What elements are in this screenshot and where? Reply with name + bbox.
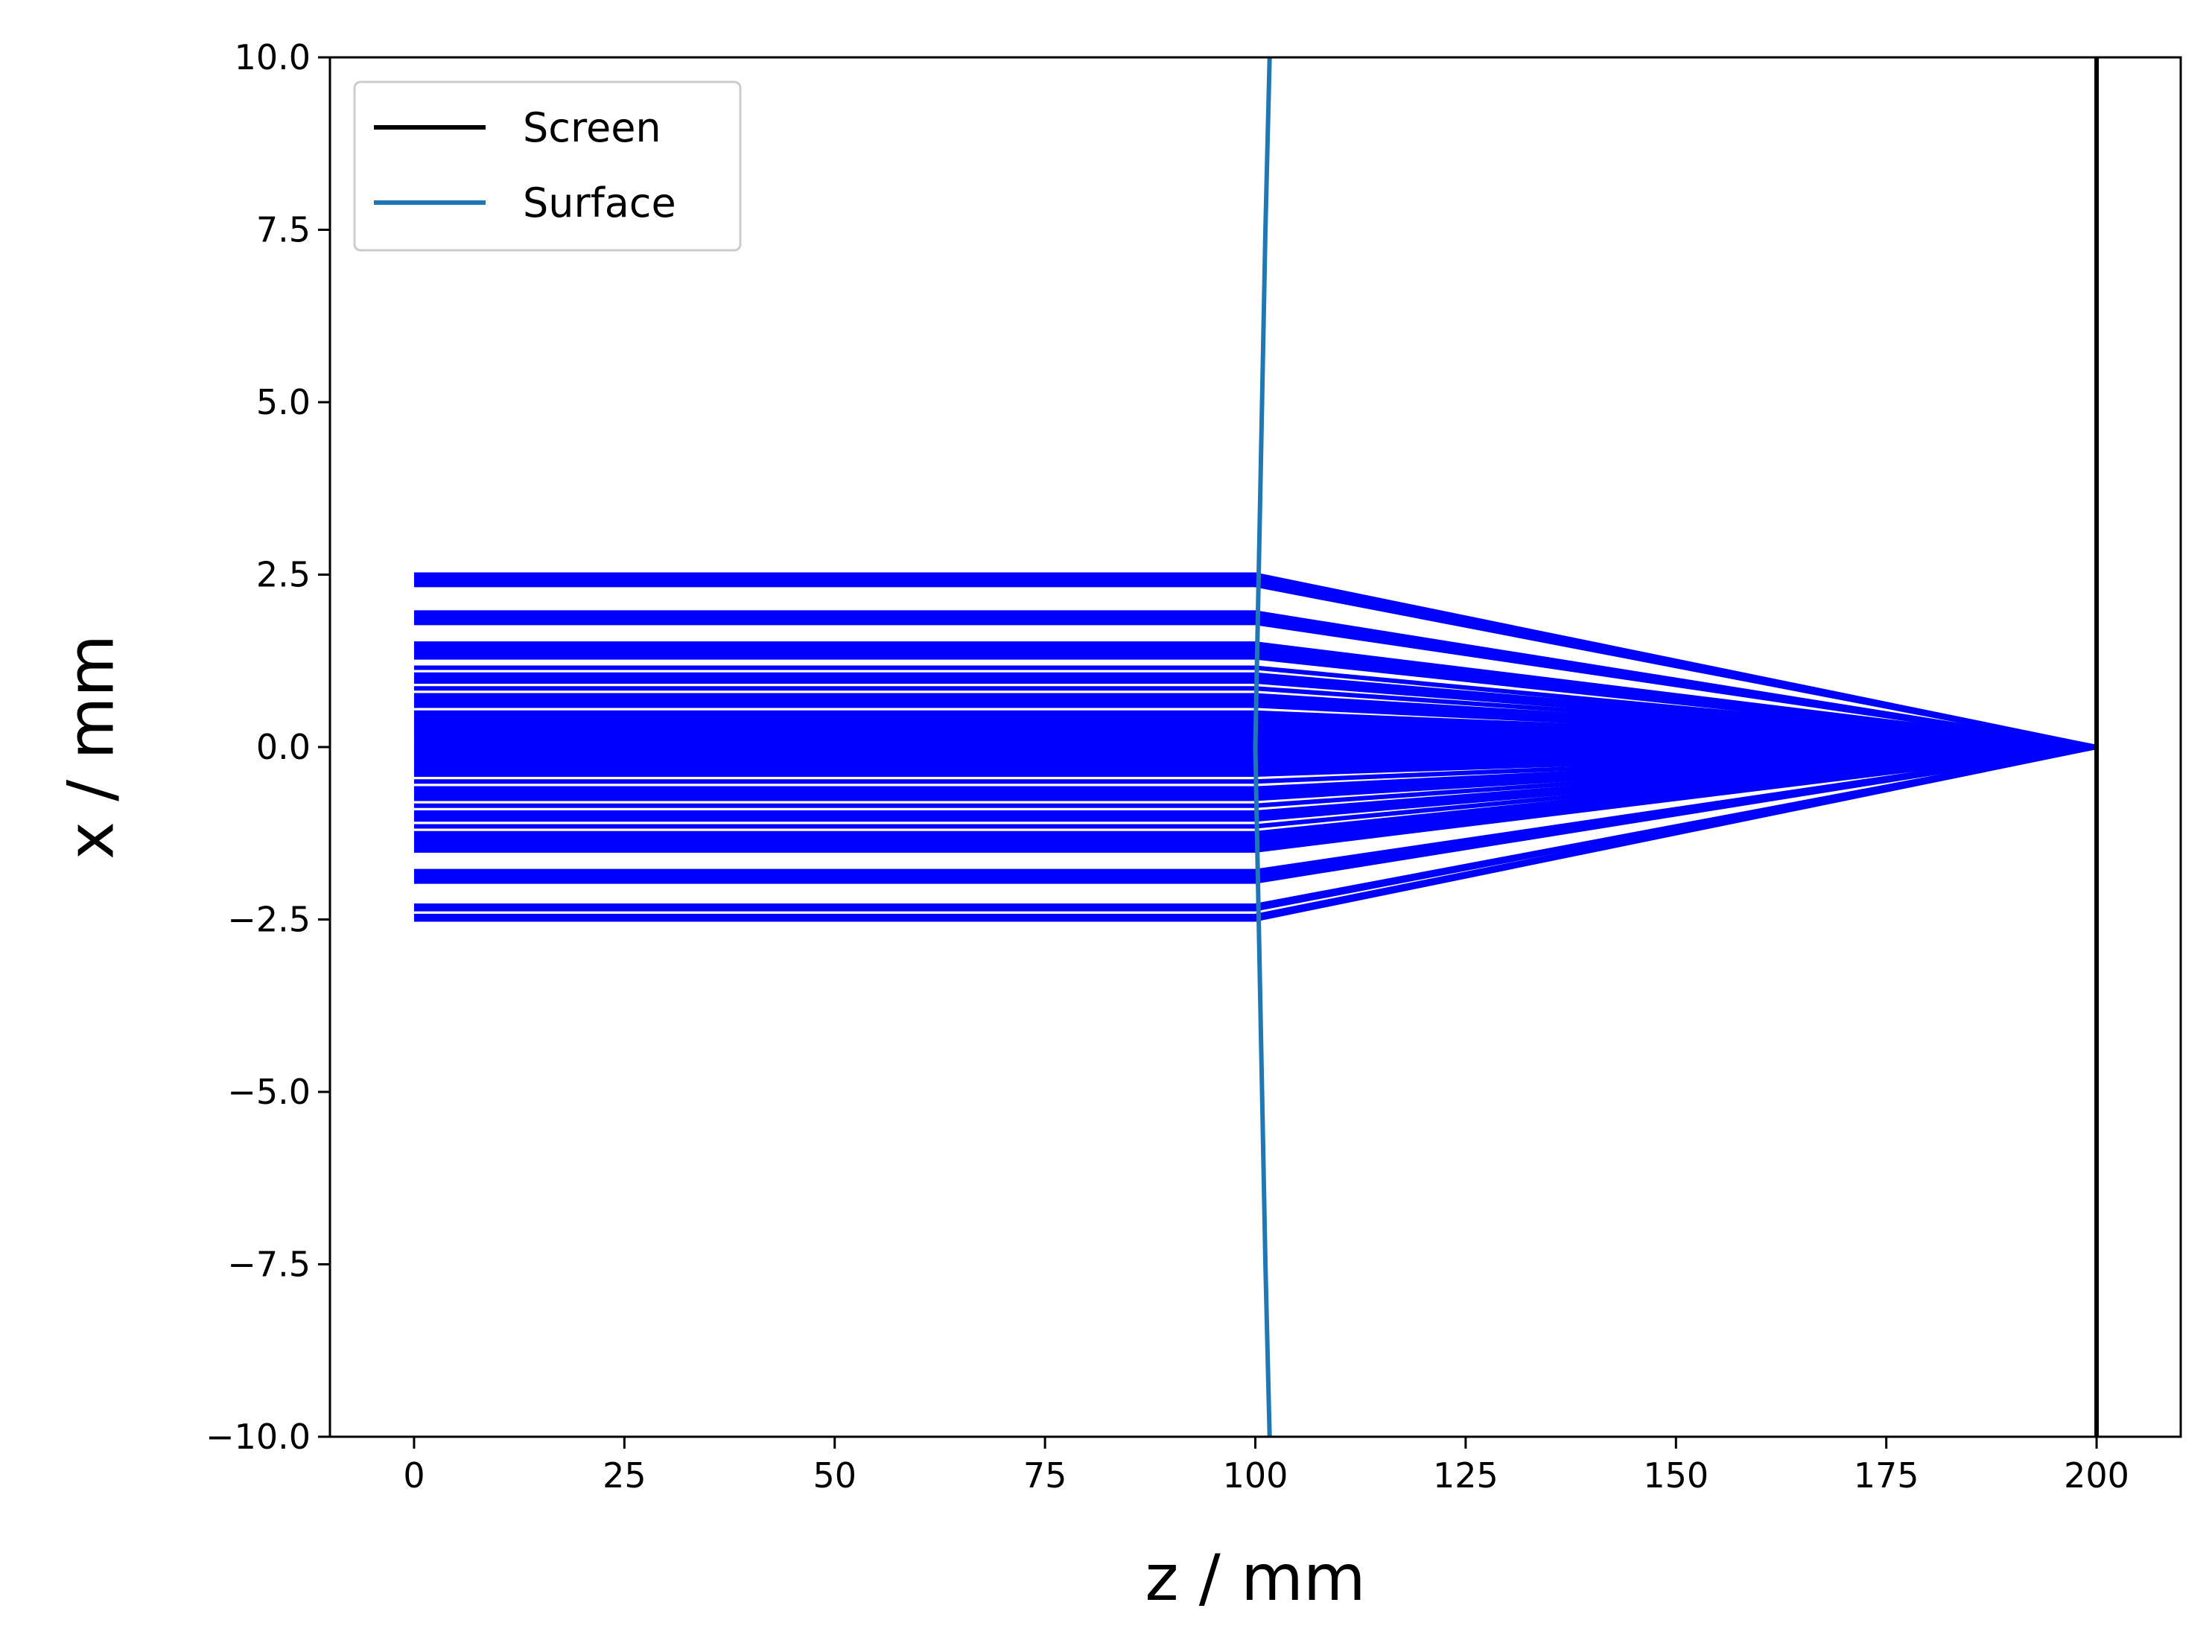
x-tick-label: 75 [1023,1455,1067,1496]
y-tick-label: 10.0 [235,37,311,77]
x-tick-label: 200 [2064,1455,2129,1496]
y-axis-label: x / mm [54,635,128,860]
legend-label-surface: Surface [523,180,676,226]
legend-box [353,80,742,252]
y-tick-label: 0.0 [256,727,311,767]
ray-64 [413,745,2097,922]
y-tick-label: 5.0 [256,382,311,422]
x-tick-label: 100 [1223,1455,1288,1496]
ray-60 [413,745,2097,884]
y-tick-label: −7.5 [227,1245,311,1285]
legend-label-screen: Screen [523,104,661,151]
y-tick-label: 7.5 [256,210,311,250]
x-axis: 0 25 50 75 100 125 150 175 200 [403,1437,2129,1496]
x-tick-label: 175 [1854,1455,1919,1496]
ray-7 [413,620,2097,749]
legend: Screen Surface [353,80,742,252]
y-tick-label: −5.0 [227,1072,311,1112]
x-axis-label: z / mm [1145,1541,1365,1616]
y-tick-label: 2.5 [256,555,311,595]
y-tick-label: −10.0 [206,1417,311,1457]
x-tick-label: 125 [1433,1455,1498,1496]
x-tick-label: 0 [403,1455,425,1496]
y-tick-label: −2.5 [227,900,311,940]
surface-line [1253,57,1272,1437]
ray-3 [413,582,2097,749]
x-tick-label: 150 [1643,1455,1709,1496]
ray-62 [413,745,2097,912]
x-tick-label: 25 [603,1455,646,1496]
plot-area [328,56,2182,1438]
x-tick-label: 50 [813,1455,856,1496]
y-axis: −10.0 −7.5 −5.0 −2.5 0.0 2.5 5.0 7.5 10.0 [206,37,330,1457]
